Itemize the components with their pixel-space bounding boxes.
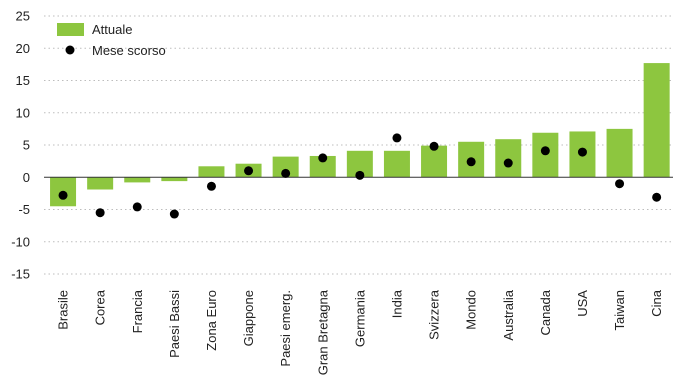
legend-label-mese-scorso: Mese scorso [92, 43, 166, 58]
dot [355, 170, 365, 180]
dot [169, 209, 179, 219]
bar [272, 156, 299, 178]
x-tick-label: Cina [649, 289, 664, 317]
dot [132, 202, 142, 212]
dot [318, 153, 328, 163]
y-tick-label: 5 [23, 138, 30, 153]
bar [606, 128, 633, 178]
bar [87, 177, 114, 190]
dot [429, 141, 439, 151]
grid-layer [44, 15, 673, 275]
x-tick-label: Brasile [56, 290, 71, 330]
dot-series [58, 133, 662, 219]
dot [244, 166, 254, 176]
y-axis: 25 20 15 10 5 0 -5 -10 -15 [11, 9, 30, 282]
y-tick-label: 0 [23, 170, 30, 185]
bar [309, 155, 336, 178]
dot [95, 208, 105, 218]
y-tick-label: -5 [18, 202, 30, 217]
x-tick-label: Mondo [464, 290, 479, 330]
dot [466, 157, 476, 167]
x-tick-label: Francia [130, 289, 145, 333]
x-tick-label: India [389, 289, 404, 318]
bar-series [50, 63, 670, 207]
y-tick-label: -10 [11, 234, 30, 249]
x-tick-label: Taiwan [612, 290, 627, 330]
dot [652, 192, 662, 202]
x-tick-label: Paesi Bassi [167, 290, 182, 358]
x-tick-label: USA [575, 290, 590, 317]
bar [495, 139, 522, 178]
dot [615, 179, 625, 189]
legend-swatch-attuale [57, 23, 84, 36]
x-tick-label: Germania [352, 289, 367, 347]
x-tick-label: Gran Bretagna [315, 289, 330, 375]
y-tick-label: 20 [16, 41, 30, 56]
legend-swatch-mese-scorso [65, 45, 75, 55]
x-axis: Brasile Corea Francia Paesi Bassi Zona Euro G… [56, 289, 665, 375]
dot [577, 147, 587, 157]
dot [540, 146, 550, 156]
x-tick-label: Australia [501, 289, 516, 340]
x-tick-label: Canada [538, 289, 553, 335]
legend-label-attuale: Attuale [92, 22, 132, 37]
bar [643, 63, 670, 178]
x-tick-label: Zona Euro [204, 290, 219, 351]
bar [421, 145, 448, 178]
dot [392, 133, 402, 143]
x-tick-label: Corea [93, 289, 108, 325]
dot [503, 158, 513, 168]
dot [58, 190, 68, 200]
dot [281, 168, 291, 178]
y-tick-label: 25 [16, 9, 30, 24]
y-tick-label: 10 [16, 105, 30, 120]
x-tick-label: Paesi emerg. [278, 290, 293, 367]
bar [383, 150, 410, 178]
legend: Attuale Mese scorso [57, 22, 166, 58]
y-tick-label: -15 [11, 267, 30, 282]
x-tick-label: Giappone [241, 290, 256, 346]
dot [206, 181, 216, 191]
x-tick-label: Svizzera [427, 289, 442, 340]
y-tick-label: 15 [16, 73, 30, 88]
bar [198, 166, 225, 178]
bar [161, 177, 188, 182]
bar [124, 177, 151, 183]
